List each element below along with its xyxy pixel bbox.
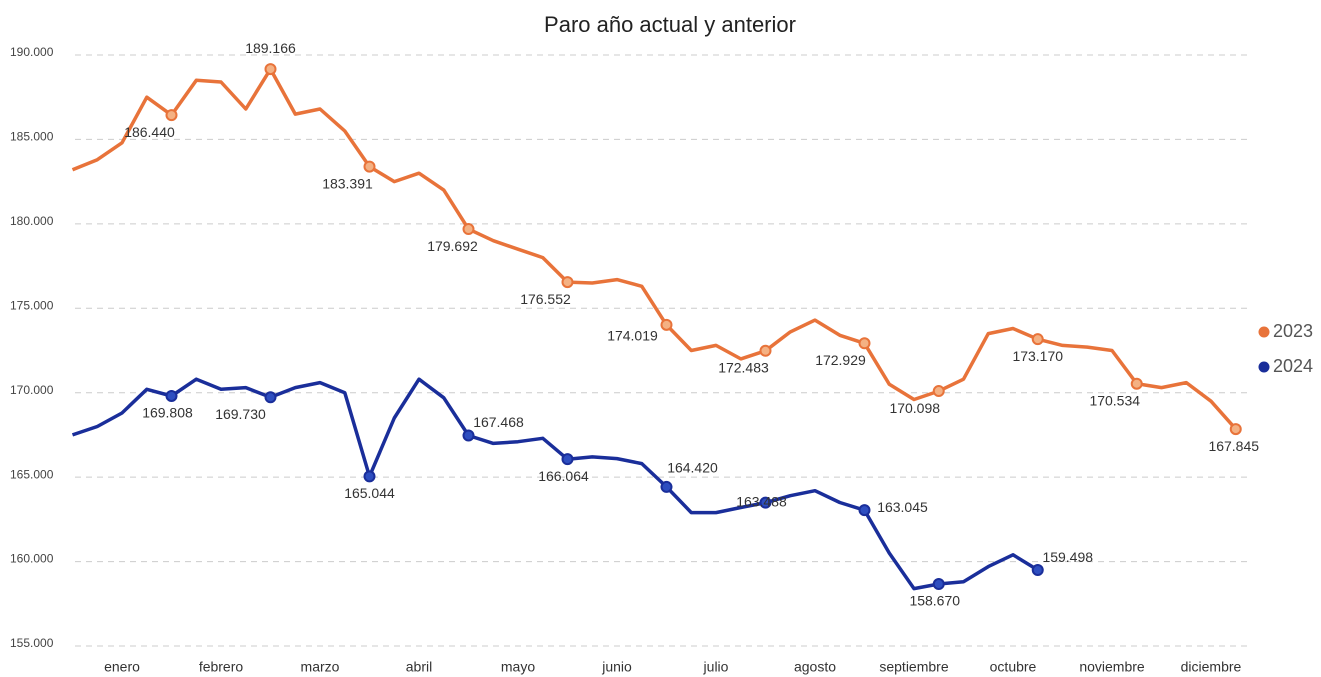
- legend-marker: [1258, 361, 1270, 373]
- point-marker: [660, 480, 673, 493]
- x-tick-label: marzo: [301, 659, 340, 675]
- y-tick-label: 185.000: [10, 130, 54, 144]
- point-marker: [462, 223, 475, 236]
- x-tick-label: noviembre: [1079, 659, 1145, 675]
- point-marker: [858, 337, 871, 350]
- chart-title: Paro año actual y anterior: [544, 12, 796, 37]
- point-marker: [1229, 423, 1242, 436]
- point-marker: [165, 389, 178, 402]
- data-label: 158.670: [909, 593, 960, 609]
- point-marker: [858, 504, 871, 517]
- point-marker: [932, 578, 945, 591]
- point-marker: [363, 470, 376, 483]
- x-tick-label: septiembre: [879, 659, 948, 675]
- y-tick-label: 170.000: [10, 383, 54, 397]
- data-label: 163.045: [877, 499, 928, 515]
- point-marker: [165, 109, 178, 122]
- y-tick-label: 190.000: [10, 45, 54, 59]
- data-label: 172.483: [718, 359, 769, 375]
- y-tick-label: 160.000: [10, 552, 54, 566]
- data-label: 164.420: [667, 460, 718, 476]
- point-marker: [759, 496, 772, 509]
- y-tick-label: 175.000: [10, 298, 54, 312]
- x-tick-label: febrero: [199, 659, 244, 675]
- data-label: 189.166: [245, 40, 296, 56]
- point-marker: [264, 63, 277, 76]
- data-label: 165.044: [344, 485, 395, 501]
- legend-label: 2024: [1273, 356, 1313, 376]
- data-label: 169.730: [215, 406, 266, 422]
- point-marker: [264, 391, 277, 404]
- x-tick-label: agosto: [794, 659, 836, 675]
- point-marker: [561, 453, 574, 466]
- x-tick-label: octubre: [990, 659, 1037, 675]
- x-tick-label: mayo: [501, 659, 535, 675]
- data-label: 176.552: [520, 291, 571, 307]
- point-marker: [759, 344, 772, 357]
- x-tick-label: enero: [104, 659, 140, 675]
- point-marker: [1031, 333, 1044, 346]
- point-marker: [462, 429, 475, 442]
- data-label: 170.534: [1089, 392, 1140, 408]
- line: [71, 67, 1238, 431]
- x-tick-label: abril: [406, 659, 432, 675]
- point-marker: [363, 160, 376, 173]
- point-marker: [1130, 377, 1143, 390]
- data-label: 179.692: [427, 238, 478, 254]
- y-tick-label: 155.000: [10, 636, 54, 650]
- x-tick-label: diciembre: [1181, 659, 1242, 675]
- data-label: 167.468: [473, 414, 524, 430]
- y-tick-label: 165.000: [10, 467, 54, 481]
- data-label: 183.391: [322, 175, 373, 191]
- point-marker: [932, 385, 945, 398]
- data-label: 163.488: [736, 493, 787, 509]
- data-label: 167.845: [1208, 438, 1259, 454]
- point-marker: [660, 318, 673, 331]
- data-label: 173.170: [1012, 348, 1063, 364]
- x-tick-label: julio: [703, 659, 729, 675]
- data-label: 172.929: [815, 352, 866, 368]
- line: [71, 377, 1039, 591]
- data-label: 166.064: [538, 468, 589, 484]
- y-tick-label: 180.000: [10, 214, 54, 228]
- data-label: 159.498: [1042, 549, 1093, 565]
- x-tick-label: junio: [601, 659, 632, 675]
- data-label: 174.019: [607, 328, 658, 344]
- point-marker: [1031, 564, 1044, 577]
- legend-marker: [1258, 326, 1270, 338]
- data-label: 186.440: [124, 124, 175, 140]
- legend-label: 2023: [1273, 321, 1313, 341]
- point-marker: [561, 276, 574, 289]
- data-label: 169.808: [142, 405, 193, 421]
- data-label: 170.098: [889, 400, 940, 416]
